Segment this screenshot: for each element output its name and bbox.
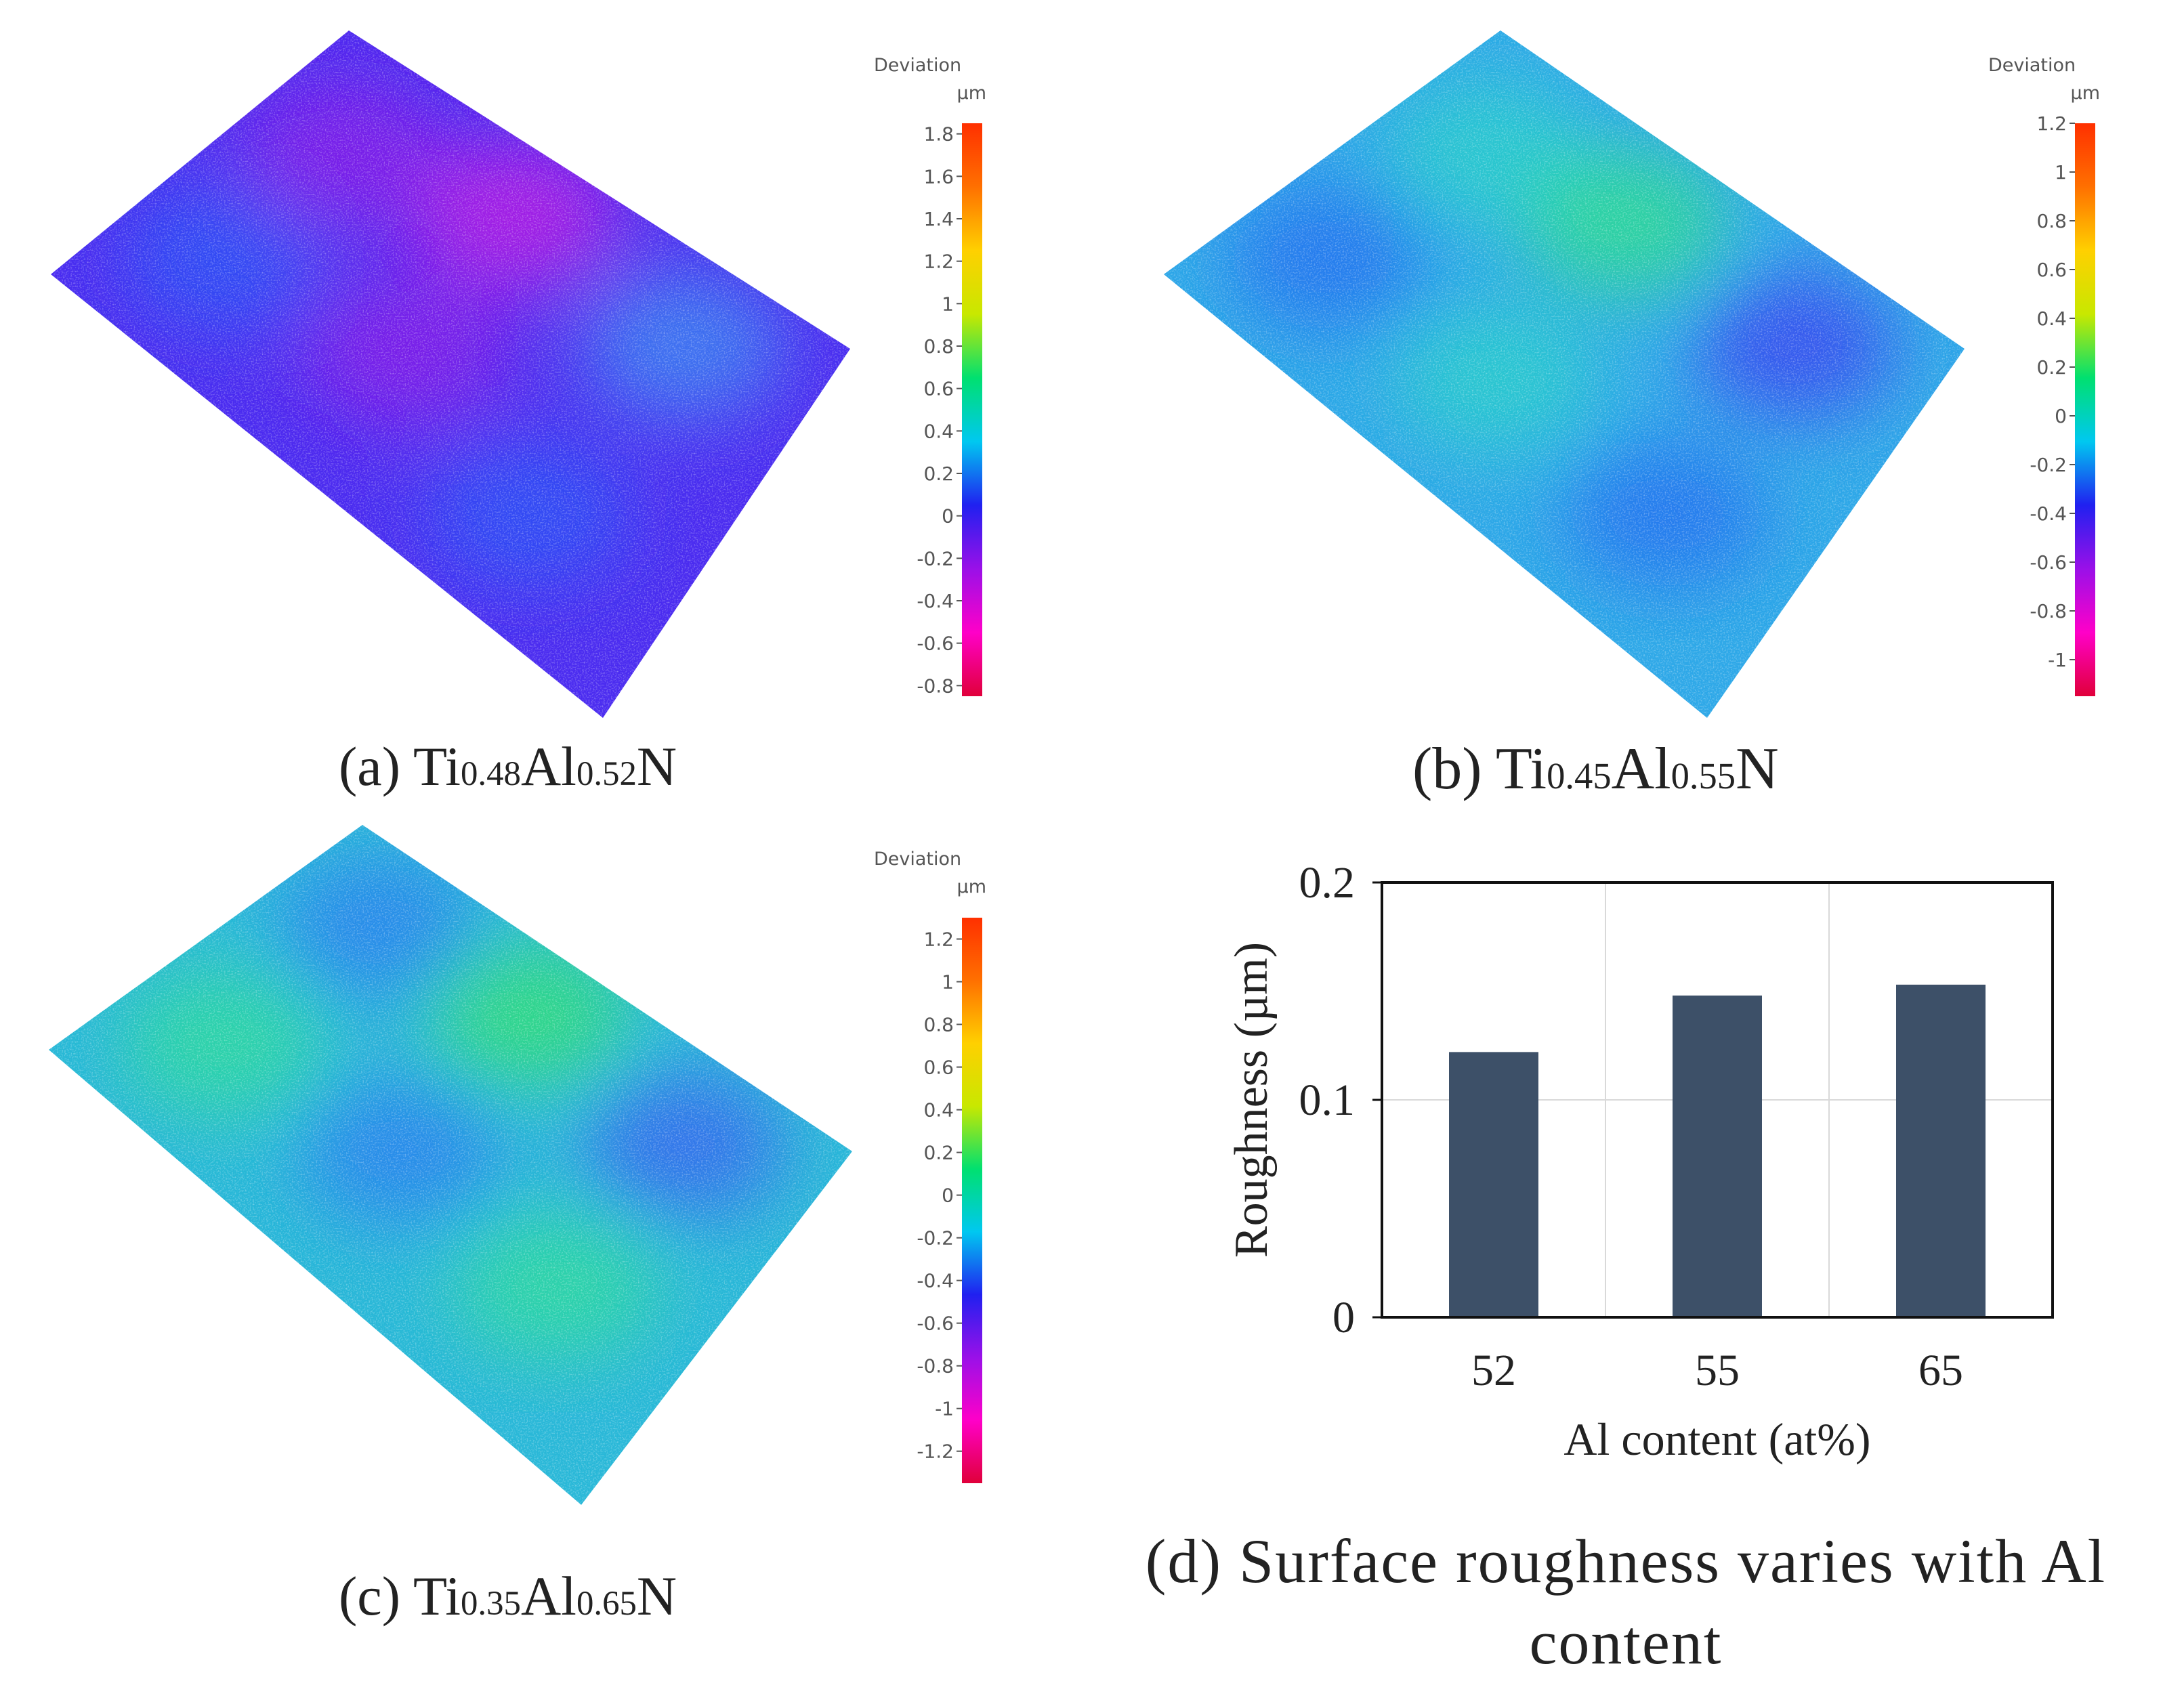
surface-texture <box>51 30 850 718</box>
chart-title: (d) Surface roughness varies with Al con… <box>1145 1527 2107 1677</box>
colorbar-c: Deviation µm 1.2 1 0.8 0.6 0.4 0.2 0 -0.2 -0.4 -0… <box>874 849 986 1483</box>
y-tick-label: 0.2 <box>1299 858 1356 908</box>
colorbar-tick-label: -0.6 <box>917 633 954 655</box>
roughness-bar-chart: 0 0.1 0.2 52 55 65 Roughness (µm) Al content… <box>1225 858 2054 1465</box>
colorbar-tick-label: -0.2 <box>2030 454 2067 476</box>
colorbar-tick-label: -1 <box>935 1398 954 1420</box>
caption-c: (c) Ti0.35Al0.65N <box>339 1565 677 1627</box>
colorbar-title: Deviation <box>1988 55 2076 76</box>
colorbar-tick-label: 0 <box>942 505 954 528</box>
colorbar-tick-label: 0 <box>2055 405 2067 427</box>
colorbar-tick-label: 0.8 <box>923 1014 954 1036</box>
y-tick-label: 0 <box>1332 1293 1355 1342</box>
colorbar-tick-label: -0.8 <box>2030 600 2067 622</box>
x-tick-label: 55 <box>1695 1346 1740 1395</box>
colorbar-tick-label: 0 <box>942 1185 954 1207</box>
colorbar-tick-label: -0.6 <box>917 1313 954 1335</box>
colorbar-unit: µm <box>957 876 986 897</box>
colorbar-tick-label: 1 <box>2055 161 2067 184</box>
surface-texture <box>1164 30 1965 718</box>
colorbar-tick-label: -0.6 <box>2030 551 2067 574</box>
colorbar-tick-label: 0.8 <box>923 335 954 358</box>
colorbar-tick-label: 1 <box>942 293 954 315</box>
colorbar-tick-label: 1 <box>942 971 954 994</box>
y-axis-label: Roughness (µm) <box>1225 942 1278 1258</box>
colorbar-tick-label: -0.8 <box>917 1355 954 1378</box>
colorbar-tick-label: -0.4 <box>2030 503 2067 525</box>
colorbar-tick-label: -0.2 <box>917 1227 954 1250</box>
y-tick-label: 0.1 <box>1299 1075 1356 1125</box>
x-tick-label: 52 <box>1471 1346 1516 1395</box>
bar-52 <box>1449 1052 1538 1317</box>
colorbar-tick-label: -0.4 <box>917 1270 954 1292</box>
chart-bars <box>1449 984 1986 1317</box>
colorbar-tick-label: 1.6 <box>923 165 954 188</box>
colorbar-unit: µm <box>957 83 986 104</box>
colorbar-tick-label: 1.2 <box>923 929 954 951</box>
colorbar-a: Deviation µm 1.8 1.6 1.4 1.2 1 0.8 0.6 0.4 0.2 0 -… <box>874 55 986 697</box>
colorbar-tick-label: 1.8 <box>923 123 954 146</box>
surface-map-b <box>1164 30 1965 718</box>
colorbar-tick-label: 1.2 <box>2036 112 2067 135</box>
colorbar-tick-label: -0.2 <box>917 547 954 570</box>
colorbar-title: Deviation <box>874 849 961 870</box>
colorbar-gradient <box>2075 123 2095 696</box>
x-axis-label: Al content (at%) <box>1563 1413 1870 1465</box>
bar-55 <box>1673 995 1762 1317</box>
colorbar-tick-label: -1 <box>2048 649 2067 671</box>
colorbar-unit: µm <box>2071 83 2100 104</box>
colorbar-gradient <box>962 918 982 1483</box>
colorbar-tick-label: 0.4 <box>923 420 954 442</box>
colorbar-tick-label: -0.4 <box>917 590 954 612</box>
colorbar-tick-label: 1.2 <box>923 251 954 273</box>
colorbar-tick-label: 0.6 <box>2036 259 2067 281</box>
colorbar-tick-label: 0.4 <box>2036 307 2067 330</box>
x-tick-label: 65 <box>1918 1346 1963 1395</box>
y-axis-ticks: 0 0.1 0.2 <box>1299 858 1382 1342</box>
colorbar-tick-label: 0.6 <box>923 1057 954 1079</box>
colorbar-tick-label: -0.8 <box>917 675 954 697</box>
surface-texture <box>49 825 852 1505</box>
colorbar-gradient <box>962 123 982 696</box>
caption-b: (b) Ti0.45Al0.55N <box>1412 736 1779 802</box>
colorbar-tick-label: 0.2 <box>923 1142 954 1164</box>
x-axis-ticks: 52 55 65 <box>1471 1346 1963 1395</box>
colorbar-tick-label: 1.4 <box>923 208 954 230</box>
colorbar-b: Deviation µm 1.2 1 0.8 0.6 0.4 0.2 0 -0.2 -0.4 -0… <box>1988 55 2100 696</box>
colorbar-tick-label: 0.8 <box>2036 210 2067 232</box>
colorbar-tick-label: 0.2 <box>2036 356 2067 379</box>
surface-map-c <box>49 825 852 1505</box>
colorbar-tick-label: 0.4 <box>923 1099 954 1122</box>
colorbar-tick-label: 0.2 <box>923 463 954 485</box>
bar-65 <box>1896 984 1986 1317</box>
surface-map-a <box>51 30 850 718</box>
colorbar-tick-label: 0.6 <box>923 378 954 400</box>
colorbar-tick-label: -1.2 <box>917 1441 954 1463</box>
colorbar-title: Deviation <box>874 55 961 76</box>
caption-a: (a) Ti0.48Al0.52N <box>339 736 677 797</box>
